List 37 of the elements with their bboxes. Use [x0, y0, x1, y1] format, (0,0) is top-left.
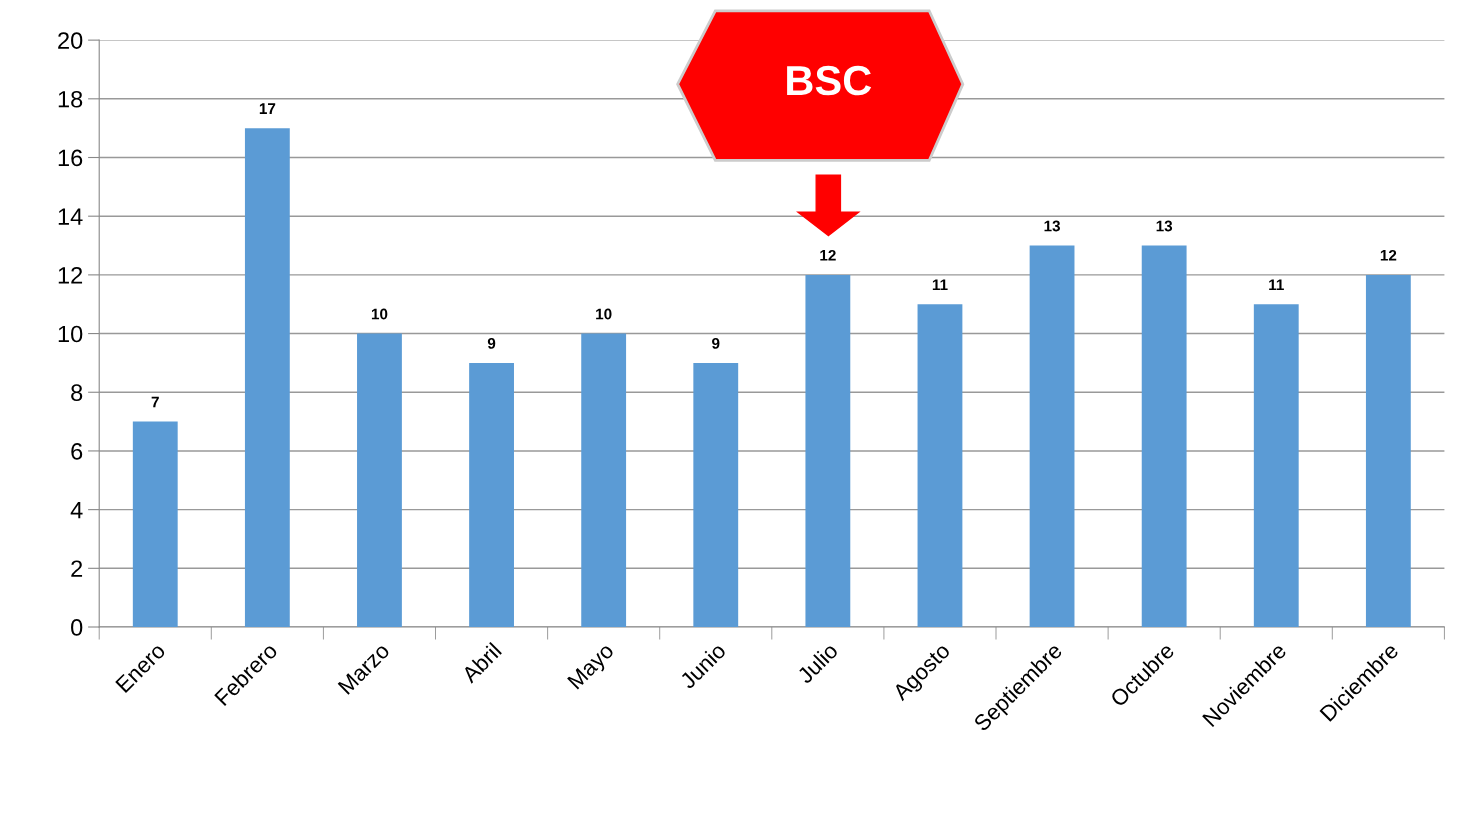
data-label: 13	[1156, 220, 1173, 232]
bar	[244, 128, 290, 627]
data-label: 11	[1269, 279, 1284, 290]
data-label: 10	[371, 308, 388, 320]
y-tick-label: 0	[71, 619, 83, 636]
data-label: 10	[596, 308, 612, 320]
annotation: BSC	[787, 65, 872, 96]
bar	[1253, 304, 1299, 627]
y-tick-label: 8	[71, 384, 83, 402]
bar	[693, 362, 739, 627]
data-label: 11	[932, 279, 948, 290]
data-label: 9	[487, 337, 496, 349]
x-tick-label: Julio	[795, 641, 839, 685]
bar	[917, 304, 963, 627]
bar	[805, 274, 851, 627]
y-tick-label: 20	[58, 32, 83, 49]
y-tick-label: 14	[58, 208, 83, 225]
y-tick-label: 4	[70, 501, 83, 519]
y-tick-label: 2	[71, 560, 83, 577]
y-tick-label: 16	[58, 149, 83, 167]
y-tick-label: 10	[58, 325, 83, 343]
y-tick-label: 18	[58, 90, 83, 108]
data-label: 9	[712, 337, 720, 349]
y-tick-label: 12	[58, 266, 83, 284]
data-label: 12	[1380, 249, 1397, 261]
data-label: 7	[151, 396, 159, 408]
bar	[581, 333, 627, 627]
data-label: 13	[1044, 220, 1061, 232]
bar	[357, 333, 402, 627]
bar	[1029, 245, 1075, 627]
bar	[1141, 245, 1187, 627]
data-label: 12	[820, 249, 836, 261]
bar	[132, 421, 178, 627]
y-tick-label: 6	[71, 443, 83, 460]
bar	[1365, 274, 1411, 627]
data-label: 17	[259, 103, 276, 114]
bar	[469, 362, 514, 627]
